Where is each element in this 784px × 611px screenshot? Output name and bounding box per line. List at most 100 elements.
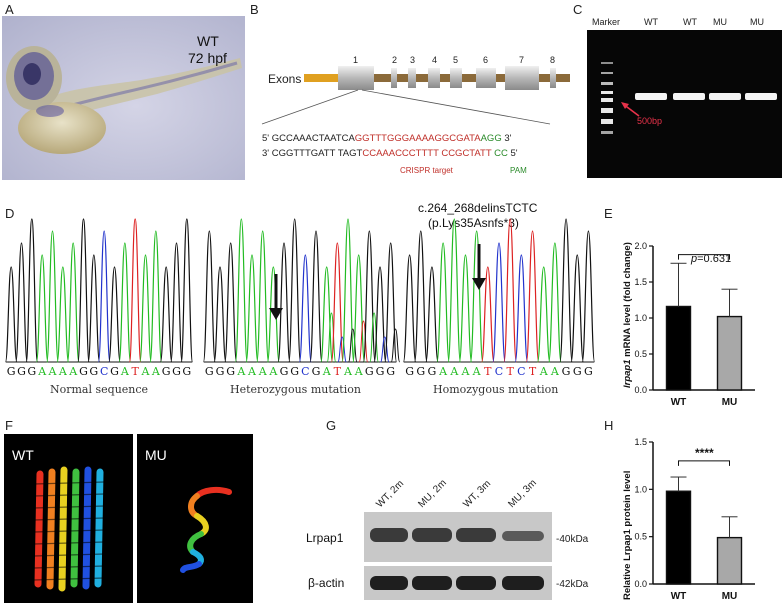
chromatogram-peak [402,254,417,363]
h-ylabel: Relative Lrpap1 protein level [622,471,633,600]
bar-mu [716,536,743,585]
utr-5 [304,74,346,82]
chromatogram-peak [77,218,90,363]
chromatogram-peak [139,254,152,363]
panel-e-chart: lrpap1 mRNA level (fold change) p=0.631 … [603,222,783,412]
g-row-actin: β-actin [308,576,344,590]
chromatogram-peak [66,242,80,363]
sequence-letter: G [405,365,414,378]
sequence-letter: A [68,365,78,378]
chromatogram-peak [341,218,355,363]
sequence-letter: G [216,365,225,378]
chromatogram-peak [4,266,18,363]
g-lane-1: WT, 2m [374,478,406,510]
e-p-value: p=0.631 [690,253,731,265]
sequence-letter: G [416,365,425,378]
chromatogram-secondary-peak [326,312,337,363]
exons-label: Exons [268,72,301,86]
sequence-letter: G [365,365,374,378]
exon-1 [338,66,374,90]
chromatogram-secondary-peak [380,336,390,363]
exon-6 [476,68,496,88]
mutation-title-2: (p.Lys35Asnfs*3) [428,216,519,230]
sequence-letter: A [247,365,257,378]
sequence-letter: T [484,365,492,378]
chromatogram-peak [469,230,484,363]
chromatogram-secondary-peak [358,320,369,363]
chromatogram-peak [425,266,439,363]
exon-number-7: 7 [519,55,524,65]
panel-label-d: D [5,206,15,221]
sequence-letter: G [376,365,385,378]
sequence-letter: C [301,365,309,378]
caption-homozygous: Homozygous mutation [433,383,558,396]
chromatogram-peak [213,266,227,363]
chromatogram-peak [548,242,562,363]
sequence-letter: C [495,365,503,378]
y-tick-label: 2.0 [634,241,647,251]
gel-lane-wt-1: WT [644,17,658,27]
panel-a-embryo-image: WT 72 hpf [2,16,245,180]
chromatogram-peak [159,266,173,363]
chromatogram-peak [234,218,248,363]
sequence-letter: C [517,365,525,378]
sequence-letter: G [110,365,119,378]
sequence-bottom: 3' CGGTTTGATT TAGTCCAAACCCTTTT CCGCTATT … [262,148,518,159]
chromatogram-peak [514,254,529,363]
exon-5 [450,68,462,88]
chromatogram-peak [277,242,291,363]
chromatogram-peak [288,218,302,363]
chromatogram-peak [266,266,280,363]
chromatogram-peak [458,254,473,363]
chromatogram-peak [46,230,59,363]
sequence-letter: G [386,365,395,378]
chromatogram-peak [149,230,163,363]
exon-8 [550,68,556,88]
panel-g-western-blot: WT, 2m MU, 2m WT, 3m MU, 3m Lrpap1 β-act… [302,440,602,600]
x-tick-label-wt: WT [671,397,687,408]
chromatogram-peak [536,266,551,363]
sequence-letter: G [290,365,299,378]
sequence-letter: A [472,365,482,378]
e-comparison-bracket [678,254,730,260]
sequence-letter: T [529,365,537,378]
y-tick-label: 0.5 [634,532,647,542]
sequence-letter: G [280,365,289,378]
h-significance: **** [695,446,714,460]
g-kda-40: -40kDa [556,534,589,545]
exon-number-1: 1 [353,55,358,65]
exon-number-4: 4 [432,55,437,65]
sequence-letter: G [205,365,214,378]
panel-c-gel: Marker WT WT MU MU 500bp [587,16,782,178]
marker-ladder [601,62,613,134]
g-lane-2: MU, 2m [416,478,449,511]
sequence-letter: A [550,365,560,378]
bar-wt [665,490,692,585]
y-tick-label: 1.5 [634,437,647,447]
chromatogram-peak [25,218,39,363]
arrow-heterozygous [269,274,283,320]
exon-number-5: 5 [453,55,458,65]
panel-label-c: C [573,2,583,17]
sequence-letter: A [120,365,130,378]
chromatogram-peak [256,230,270,363]
chromatogram-peak [309,230,323,363]
chromatogram-secondary-peak [369,312,379,363]
panel-label-b: B [250,2,259,17]
sequence-letter: G [428,365,437,378]
chromatogram-peak [362,230,376,363]
exon-4 [428,68,440,88]
caption-heterozygous: Heterozygous mutation [230,383,361,396]
chromatogram-peak [414,230,428,363]
x-tick-label-mu: MU [722,397,738,408]
sequence-letter: A [258,365,268,378]
panel-h-chart: Relative Lrpap1 protein level **** 0.0 0.… [603,430,783,606]
panel-a-label-stage: 72 hpf [188,50,227,66]
sequence-letter: A [438,365,448,378]
chromatogram-peak [352,254,366,363]
chromatogram-peak [97,230,111,363]
exon-7 [505,66,539,90]
gel-lane-marker: Marker [592,17,620,27]
sequence-letter: G [226,365,235,378]
